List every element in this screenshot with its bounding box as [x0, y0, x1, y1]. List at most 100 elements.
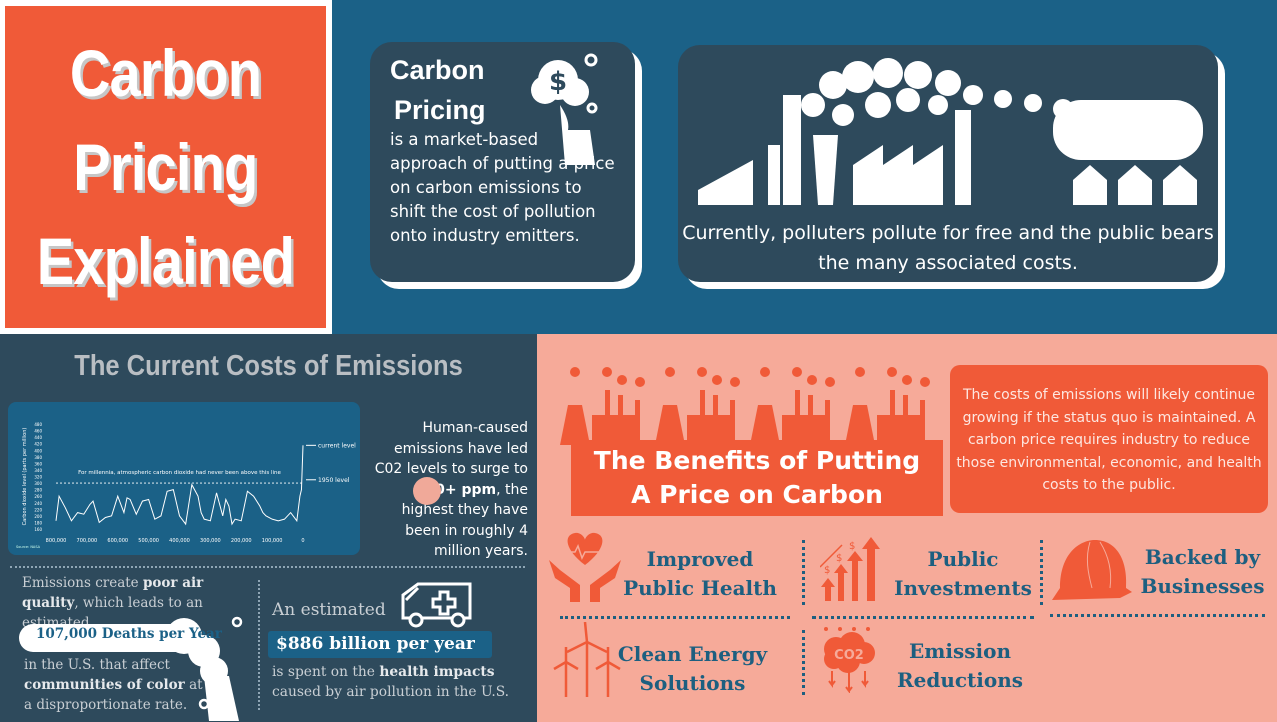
pin-marker — [730, 377, 740, 387]
title-panel: Carbon Pricing Explained — [0, 0, 332, 334]
benefit-label: Improved — [646, 547, 754, 571]
polluters-card: Currently, polluters pollute for free an… — [678, 45, 1218, 282]
y-axis-label: Carbon dioxide level (parts per million) — [22, 428, 28, 526]
co2-chart-svg: 800,000 700,000 600,000 500,000 400,000 300,0… — [16, 422, 356, 549]
benefit-businesses: Backed by Businesses — [1135, 543, 1270, 601]
y-tick-label: 180 — [34, 520, 42, 525]
factories-skyline-icon — [560, 367, 930, 445]
co2-chart: 800,000 700,000 600,000 500,000 400,000 300,0… — [8, 402, 360, 555]
pin-marker — [570, 367, 580, 377]
banner-line: A Price on Carbon — [631, 480, 883, 509]
pin-marker — [617, 375, 627, 385]
definition-card: Carbon Pricing is a market-based approac… — [370, 42, 635, 282]
chart-source: Source: NASA — [16, 545, 41, 549]
definition-heading-2: Pricing — [394, 95, 486, 125]
co2-cloud-icon: CO2 — [824, 627, 875, 693]
cost-figure: $886 billion per year — [268, 631, 492, 658]
y-tick-label: 280 — [34, 488, 42, 493]
y-tick-label: 300 — [34, 481, 42, 486]
y-tick-label: 380 — [34, 455, 42, 460]
divider — [560, 616, 790, 619]
x-tick-label: 100,000 — [262, 538, 283, 544]
title-line: Pricing — [73, 130, 258, 204]
co2-series-line — [55, 445, 304, 526]
text: at a disproportionate rate. — [24, 677, 203, 713]
banner-line: The Benefits of Putting — [593, 446, 921, 475]
text: caused by air pollution in the U.S. — [272, 684, 510, 700]
pin-marker — [887, 367, 897, 377]
costs-title: The Current Costs of Emissions — [74, 350, 463, 382]
human-text-post: , the highest they have been in roughly … — [401, 481, 528, 560]
y-tick-label: 400 — [34, 448, 42, 453]
pin-marker — [712, 375, 722, 385]
y-tick-label: 420 — [34, 442, 42, 447]
benefit-label: Reductions — [896, 668, 1024, 692]
y-tick-label: 360 — [34, 461, 42, 466]
text: is spent on the — [272, 664, 380, 680]
x-tick-label: 0 — [301, 538, 304, 544]
y-tick-label: 320 — [34, 475, 42, 480]
text-bold: communities of color — [24, 677, 185, 693]
definition-heading-1: Carbon — [390, 55, 485, 85]
factory-shape — [655, 390, 735, 445]
benefit-public-health: Improved Public Health — [620, 545, 780, 603]
x-tick-label: 300,000 — [200, 538, 221, 544]
text: in the U.S. that affect — [24, 657, 170, 673]
x-tick-label: 200,000 — [231, 538, 252, 544]
threshold-label: For millennia, atmospheric carbon dioxid… — [78, 470, 281, 476]
factory-pollution-icon — [698, 58, 1203, 205]
y-tick-label: 260 — [34, 494, 42, 499]
svg-text:$: $ — [849, 541, 855, 552]
divider — [10, 566, 525, 568]
divider — [1040, 540, 1043, 605]
annotation-1950-level: 1950 level — [318, 477, 350, 484]
benefit-label: Public Health — [623, 576, 777, 600]
text-bold: health impacts — [379, 664, 495, 680]
heart-hands-icon — [549, 532, 621, 602]
benefits-banner: The Benefits of Putting A Price on Carbo… — [571, 440, 943, 516]
co2-label: CO2 — [834, 648, 864, 663]
pin-marker — [760, 367, 770, 377]
polluters-text: Currently, polluters pollute for free an… — [682, 222, 1214, 274]
benefit-clean-energy: Clean Energy Solutions — [615, 640, 770, 698]
factory-shape — [560, 390, 640, 445]
benefit-label: Investments — [894, 576, 1032, 600]
title-block: Carbon Pricing Explained — [5, 6, 326, 328]
title-line: Explained — [36, 224, 295, 298]
wind-turbine-icon — [553, 622, 621, 697]
pin-marker — [902, 375, 912, 385]
y-tick-label: 240 — [34, 501, 42, 506]
y-tick-label: 160 — [34, 527, 42, 532]
divider — [1050, 614, 1265, 617]
benefit-label: Backed by — [1144, 545, 1261, 569]
x-tick-label: 500,000 — [138, 538, 159, 544]
title-line: Carbon — [69, 36, 262, 110]
estimated-label: An estimated — [272, 600, 386, 620]
divider — [812, 616, 1034, 619]
smokestack-cloud-icon — [19, 616, 243, 721]
x-tick-label: 700,000 — [77, 538, 98, 544]
x-tick-label: 400,000 — [169, 538, 190, 544]
y-tick-label: 220 — [34, 507, 42, 512]
benefits-description: The costs of emissions will likely conti… — [950, 365, 1268, 513]
x-tick-label: 800,000 — [46, 538, 67, 544]
text: Emissions create — [22, 575, 143, 591]
divider — [258, 580, 260, 710]
y-tick-label: 200 — [34, 514, 42, 519]
benefit-label: Clean Energy — [617, 642, 768, 666]
benefit-label: Emission — [908, 639, 1011, 663]
factory-shape — [750, 390, 830, 445]
divider — [802, 630, 805, 695]
divider — [802, 540, 805, 605]
growth-arrows-icon: $ $ $ — [820, 537, 880, 601]
text-bold: poor air quality — [22, 575, 204, 611]
communities-text: in the U.S. that affect communities of c… — [24, 655, 214, 715]
x-tick-label: 600,000 — [107, 538, 128, 544]
factory-shape — [845, 390, 925, 445]
pin-marker — [855, 367, 865, 377]
benefit-emission-reductions: Emission Reductions — [885, 637, 1035, 695]
pin-marker — [825, 377, 835, 387]
deaths-figure: 107,000 Deaths per Year — [36, 626, 222, 642]
y-tick-label: 440 — [34, 435, 42, 440]
y-tick-label: 340 — [34, 468, 42, 473]
